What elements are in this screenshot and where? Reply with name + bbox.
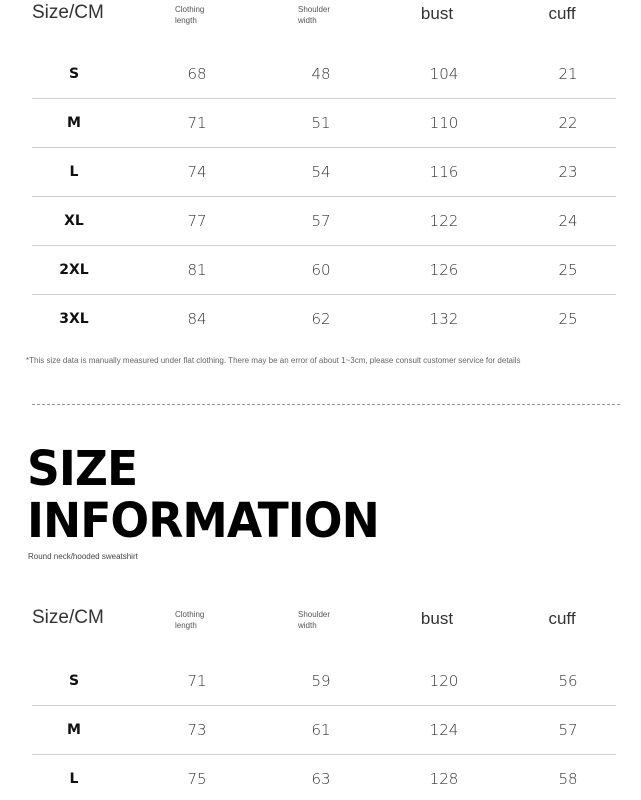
cell-size: 3XL (59, 311, 89, 327)
cell-length: 84 (187, 310, 207, 328)
cell-size: 2XL (59, 262, 89, 278)
cell-length: 75 (187, 770, 207, 788)
cell-length: 81 (187, 261, 207, 279)
header-shoulder-width-1: Shoulder (298, 5, 331, 14)
header-clothing-length-2: length (175, 621, 197, 630)
cell-cuff: 57 (558, 721, 578, 739)
cell-cuff: 23 (558, 163, 578, 181)
title-line-2: INFORMATION (27, 493, 380, 549)
cell-shoulder: 59 (311, 672, 331, 690)
header-clothing-length-1: Clothing (175, 5, 205, 14)
cell-shoulder: 60 (311, 261, 331, 279)
cell-shoulder: 51 (311, 114, 331, 132)
cell-length: 71 (187, 114, 207, 132)
cell-size: S (68, 673, 80, 689)
row-divider (32, 147, 616, 148)
cell-cuff: 56 (558, 672, 578, 690)
cell-bust: 128 (429, 770, 459, 788)
cell-shoulder: 61 (311, 721, 331, 739)
cell-size: L (69, 771, 79, 787)
cell-bust: 110 (429, 114, 459, 132)
cell-cuff: 25 (558, 310, 578, 328)
cell-bust: 124 (429, 721, 459, 739)
title-line-1: SIZE (27, 441, 138, 497)
header-size: Size/CM (32, 607, 104, 628)
cell-cuff: 58 (558, 770, 578, 788)
cell-bust: 116 (429, 163, 459, 181)
cell-shoulder: 54 (311, 163, 331, 181)
cell-length: 74 (187, 163, 207, 181)
row-divider (32, 245, 616, 246)
cell-shoulder: 62 (311, 310, 331, 328)
dashed-divider (32, 404, 620, 405)
row-divider (32, 196, 616, 197)
row-divider (32, 754, 616, 755)
cell-shoulder: 57 (311, 212, 331, 230)
disclaimer-note: *This size data is manually measured und… (26, 356, 521, 365)
header-shoulder-width-2: width (298, 16, 317, 25)
cell-shoulder: 48 (311, 65, 331, 83)
cell-length: 71 (187, 672, 207, 690)
cell-cuff: 24 (558, 212, 578, 230)
cell-bust: 132 (429, 310, 459, 328)
cell-cuff: 21 (558, 65, 578, 83)
cell-size: S (68, 66, 80, 82)
cell-size: XL (64, 213, 84, 229)
cell-cuff: 25 (558, 261, 578, 279)
row-divider (32, 705, 616, 706)
cell-length: 77 (187, 212, 207, 230)
header-cuff: cuff (548, 609, 576, 628)
cell-size: M (67, 115, 81, 131)
cell-size: M (67, 722, 81, 738)
cell-cuff: 22 (558, 114, 578, 132)
cell-shoulder: 63 (311, 770, 331, 788)
header-size: Size/CM (32, 2, 104, 23)
cell-bust: 120 (429, 672, 459, 690)
cell-bust: 104 (429, 65, 459, 83)
cell-size: L (69, 164, 79, 180)
header-cuff: cuff (548, 4, 576, 23)
subtitle: Round neck/hooded sweatshirt (28, 552, 138, 561)
row-divider (32, 98, 616, 99)
cell-length: 73 (187, 721, 207, 739)
header-bust: bust (420, 4, 454, 23)
header-clothing-length-2: length (175, 16, 197, 25)
header-clothing-length-1: Clothing (175, 610, 205, 619)
header-bust: bust (420, 609, 454, 628)
cell-bust: 122 (429, 212, 459, 230)
header-shoulder-width-1: Shoulder (298, 610, 331, 619)
row-divider (32, 294, 616, 295)
cell-length: 68 (187, 65, 207, 83)
cell-bust: 126 (429, 261, 459, 279)
header-shoulder-width-2: width (298, 621, 317, 630)
